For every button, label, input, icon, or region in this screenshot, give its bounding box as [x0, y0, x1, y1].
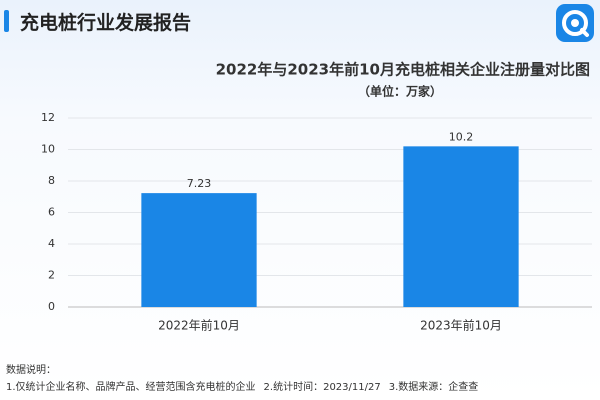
note-item: 2.统计时间：2023/11/27: [263, 382, 381, 393]
header: 充电桩行业发展报告: [0, 0, 600, 44]
value-label: 7.23: [187, 177, 212, 190]
note-item: 1.仅统计企业名称、品牌产品、经营范围含充电桩的企业: [6, 382, 256, 393]
y-tick-label: 8: [48, 174, 55, 187]
note-item: 3.数据来源：企查查: [388, 382, 479, 393]
bar: [403, 146, 519, 307]
chart-subtitle: （单位：万家）: [358, 84, 442, 99]
logo: [556, 4, 594, 42]
y-tick-label: 12: [41, 111, 55, 124]
y-tick-label: 6: [48, 206, 55, 219]
chart-title: 2022年与2023年前10月充电桩相关企业注册量对比图: [216, 61, 590, 79]
bar: [141, 193, 257, 307]
y-tick-label: 2: [48, 269, 55, 282]
notes: 数据说明： 1.仅统计企业名称、品牌产品、经营范围含充电桩的企业 2.统计时间：2…: [6, 362, 486, 396]
y-tick-label: 0: [48, 300, 55, 313]
x-tick-label: 2022年前10月: [158, 318, 240, 333]
notes-heading: 数据说明：: [6, 365, 56, 376]
x-tick-label: 2023年前10月: [420, 318, 502, 333]
header-accent: [4, 10, 9, 32]
y-tick-label: 10: [41, 143, 55, 156]
notes-items: 1.仅统计企业名称、品牌产品、经营范围含充电桩的企业 2.统计时间：2023/11…: [6, 379, 486, 396]
value-label: 10.2: [449, 130, 474, 143]
chart: 2022年与2023年前10月充电桩相关企业注册量对比图 （单位：万家） 0 2 4…: [41, 61, 592, 333]
y-tick-label: 4: [48, 237, 55, 250]
header-title: 充电桩行业发展报告: [20, 12, 192, 34]
